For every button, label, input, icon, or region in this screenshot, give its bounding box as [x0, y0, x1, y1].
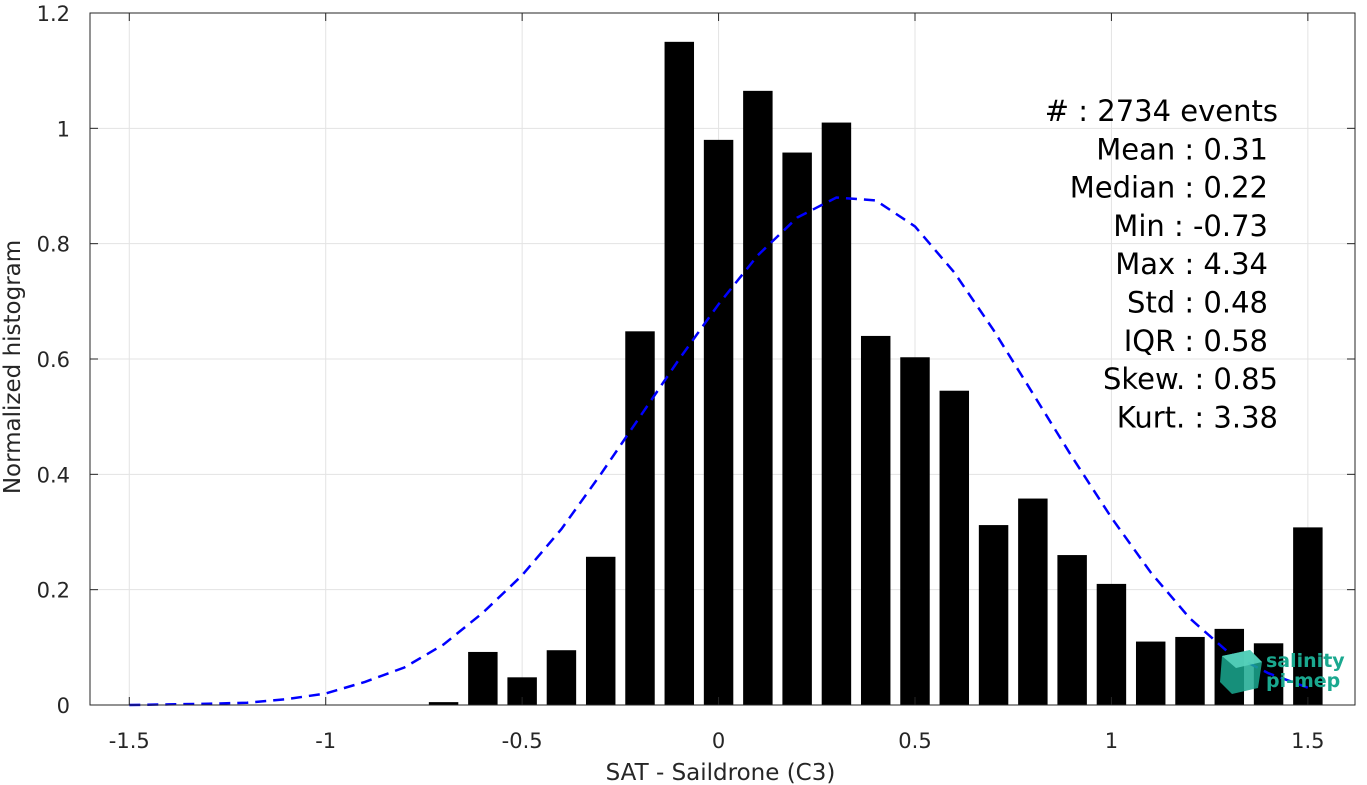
- histogram-bar: [625, 331, 655, 705]
- x-tick-label: -1: [315, 729, 336, 753]
- x-axis-title: SAT - Saildrone (C3): [606, 760, 836, 785]
- logo-text-line2: pi-mep: [1266, 670, 1340, 692]
- x-tick-label: -1.5: [109, 729, 150, 753]
- histogram-bars: [428, 41, 1323, 706]
- x-tick-label: 1.5: [1291, 729, 1324, 753]
- histogram-bar: [428, 702, 459, 705]
- stat-line: Std : 0.48: [1127, 286, 1268, 320]
- stat-line: Max : 4.34: [1115, 247, 1268, 281]
- histogram-bar: [1057, 555, 1087, 705]
- stat-line: Skew. : 0.85: [1103, 362, 1278, 396]
- y-tick-label: 0.8: [37, 233, 70, 257]
- stat-line: # : 2734 events: [1045, 94, 1278, 128]
- histogram-bar: [1175, 636, 1205, 705]
- y-tick-label: 0: [57, 694, 70, 718]
- histogram-bar: [821, 122, 852, 706]
- y-tick-label: 0.6: [37, 348, 70, 372]
- histogram-bar: [664, 41, 695, 706]
- y-axis-title: Normalized histogram: [0, 240, 26, 494]
- statistics-box: # : 2734 events Mean : 0.31 Median : 0.22 M…: [1045, 94, 1278, 434]
- stat-line: Median : 0.22: [1070, 171, 1268, 205]
- histogram-bar: [939, 390, 970, 705]
- histogram-bar: [900, 357, 930, 705]
- histogram-bar: [585, 556, 616, 705]
- histogram-bar: [743, 90, 773, 706]
- histogram-bar: [1293, 527, 1323, 705]
- logo-cube-top-icon: [1222, 650, 1262, 668]
- histogram-bar: [703, 139, 734, 705]
- x-tick-label: -0.5: [502, 729, 543, 753]
- stat-line: IQR : 0.58: [1124, 324, 1268, 358]
- histogram-bar: [860, 335, 891, 705]
- y-tick-label: 1: [57, 117, 70, 141]
- histogram-bar: [978, 525, 1009, 705]
- histogram-bar: [1018, 498, 1048, 705]
- axis-ticks: [90, 12, 1355, 706]
- x-tick-label: 0: [712, 729, 725, 753]
- histogram-bar: [1135, 641, 1166, 705]
- y-tick-label: 0.2: [37, 579, 70, 603]
- histogram-bar: [782, 152, 812, 705]
- y-tick-label: 1.2: [37, 2, 70, 26]
- logo-text-line1: salinity: [1266, 650, 1345, 672]
- y-tick-label: 0.4: [37, 463, 70, 487]
- x-tick-label: 0.5: [898, 729, 931, 753]
- stat-line: Min : -0.73: [1113, 209, 1268, 243]
- histogram-bar: [546, 650, 577, 705]
- x-tick-label: 1: [1105, 729, 1118, 753]
- stat-line: Kurt. : 3.38: [1117, 400, 1278, 434]
- y-tick-labels: 0 0.2 0.4 0.6 0.8 1 1.2: [37, 2, 70, 718]
- histogram-bar: [468, 651, 498, 705]
- x-tick-labels: -1.5 -1 -0.5 0 0.5 1 1.5: [109, 729, 1325, 753]
- stat-line: Mean : 0.31: [1096, 132, 1268, 166]
- gaussian-fit-curve: [129, 196, 1309, 707]
- histogram-bar: [1096, 583, 1127, 705]
